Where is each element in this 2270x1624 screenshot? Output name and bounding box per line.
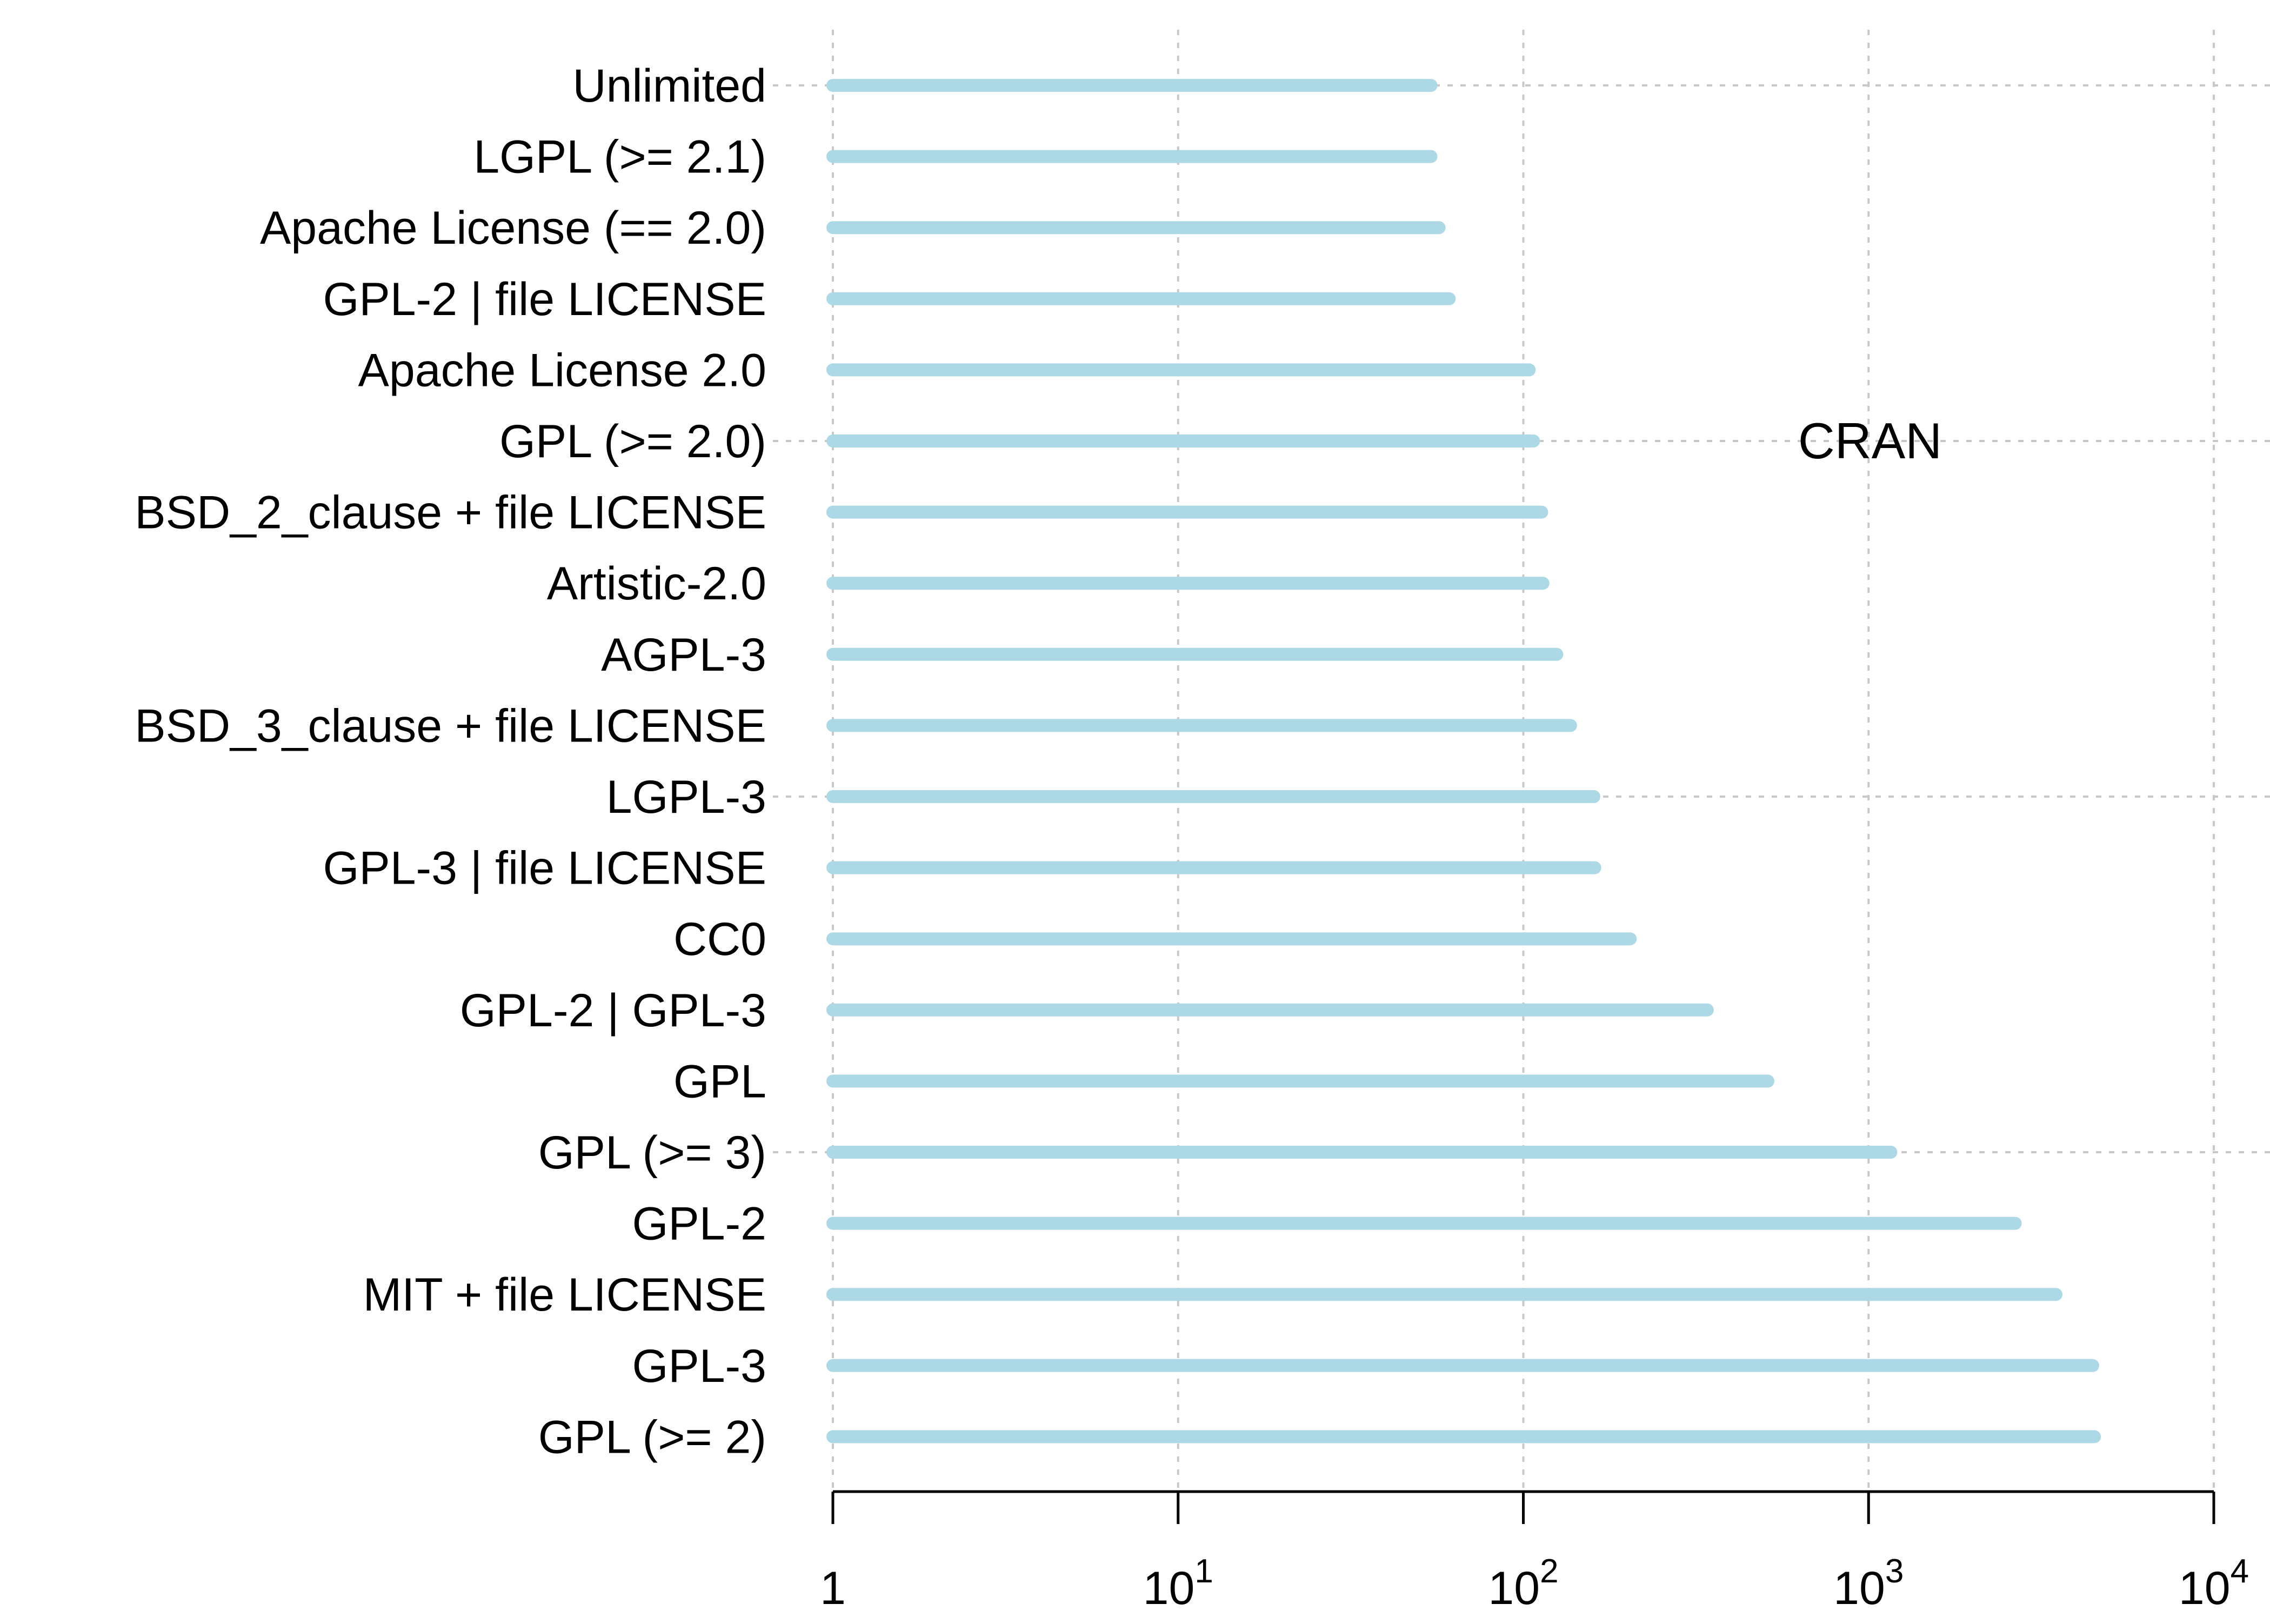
x-tick-label: 101 <box>1143 1553 1213 1614</box>
category-label: BSD_2_clause + file LICENSE <box>135 487 766 539</box>
category-label: GPL (>= 3) <box>538 1127 766 1179</box>
bar-layer <box>826 79 2101 1443</box>
category-label: GPL-2 <box>632 1198 766 1250</box>
category-label: GPL (>= 2) <box>538 1411 766 1463</box>
category-label: GPL-2 | GPL-3 <box>460 985 766 1037</box>
x-tick-label-exponent: 4 <box>2231 1553 2249 1590</box>
category-label: CC0 <box>673 913 766 965</box>
x-tick-label-exponent: 3 <box>1885 1553 1904 1590</box>
category-label: GPL-3 <box>632 1340 766 1392</box>
grid-layer <box>773 30 2270 1492</box>
x-tick-label-exponent: 1 <box>1194 1553 1213 1590</box>
category-label: Artistic-2.0 <box>547 558 766 610</box>
category-label: Apache License (== 2.0) <box>260 202 766 254</box>
category-label: Apache License 2.0 <box>358 344 766 396</box>
category-label: GPL (>= 2.0) <box>499 416 766 467</box>
x-tick-label: 103 <box>1833 1553 1904 1614</box>
x-tick-label-base: 10 <box>2179 1562 2231 1614</box>
category-labels: Unlimited LGPL (>= 2.1) Apache License (==… <box>135 60 766 1463</box>
x-tick-label-base: 1 <box>820 1562 846 1614</box>
x-tick-label: 1 <box>820 1562 846 1614</box>
x-tick-label-base: 10 <box>1488 1562 1540 1614</box>
cran-annotation: CRAN <box>1798 412 1942 469</box>
category-label: AGPL-3 <box>601 629 766 681</box>
x-tick-label-base: 10 <box>1143 1562 1195 1614</box>
category-label: Unlimited <box>573 60 766 112</box>
category-label: GPL-3 | file LICENSE <box>323 843 766 894</box>
x-tick-label: 102 <box>1488 1553 1558 1614</box>
x-tick-label-exponent: 2 <box>1540 1553 1558 1590</box>
category-label: LGPL (>= 2.1) <box>473 131 766 183</box>
category-label: GPL-2 | file LICENSE <box>323 273 766 325</box>
category-label: LGPL-3 <box>606 771 766 823</box>
x-tick-label: 104 <box>2179 1553 2249 1614</box>
category-label: BSD_3_clause + file LICENSE <box>135 700 766 752</box>
x-tick-label-base: 10 <box>1833 1562 1885 1614</box>
category-label: MIT + file LICENSE <box>363 1269 766 1321</box>
x-axis: 1 101 102 103 104 <box>820 1490 2249 1614</box>
category-label: GPL <box>673 1055 766 1107</box>
